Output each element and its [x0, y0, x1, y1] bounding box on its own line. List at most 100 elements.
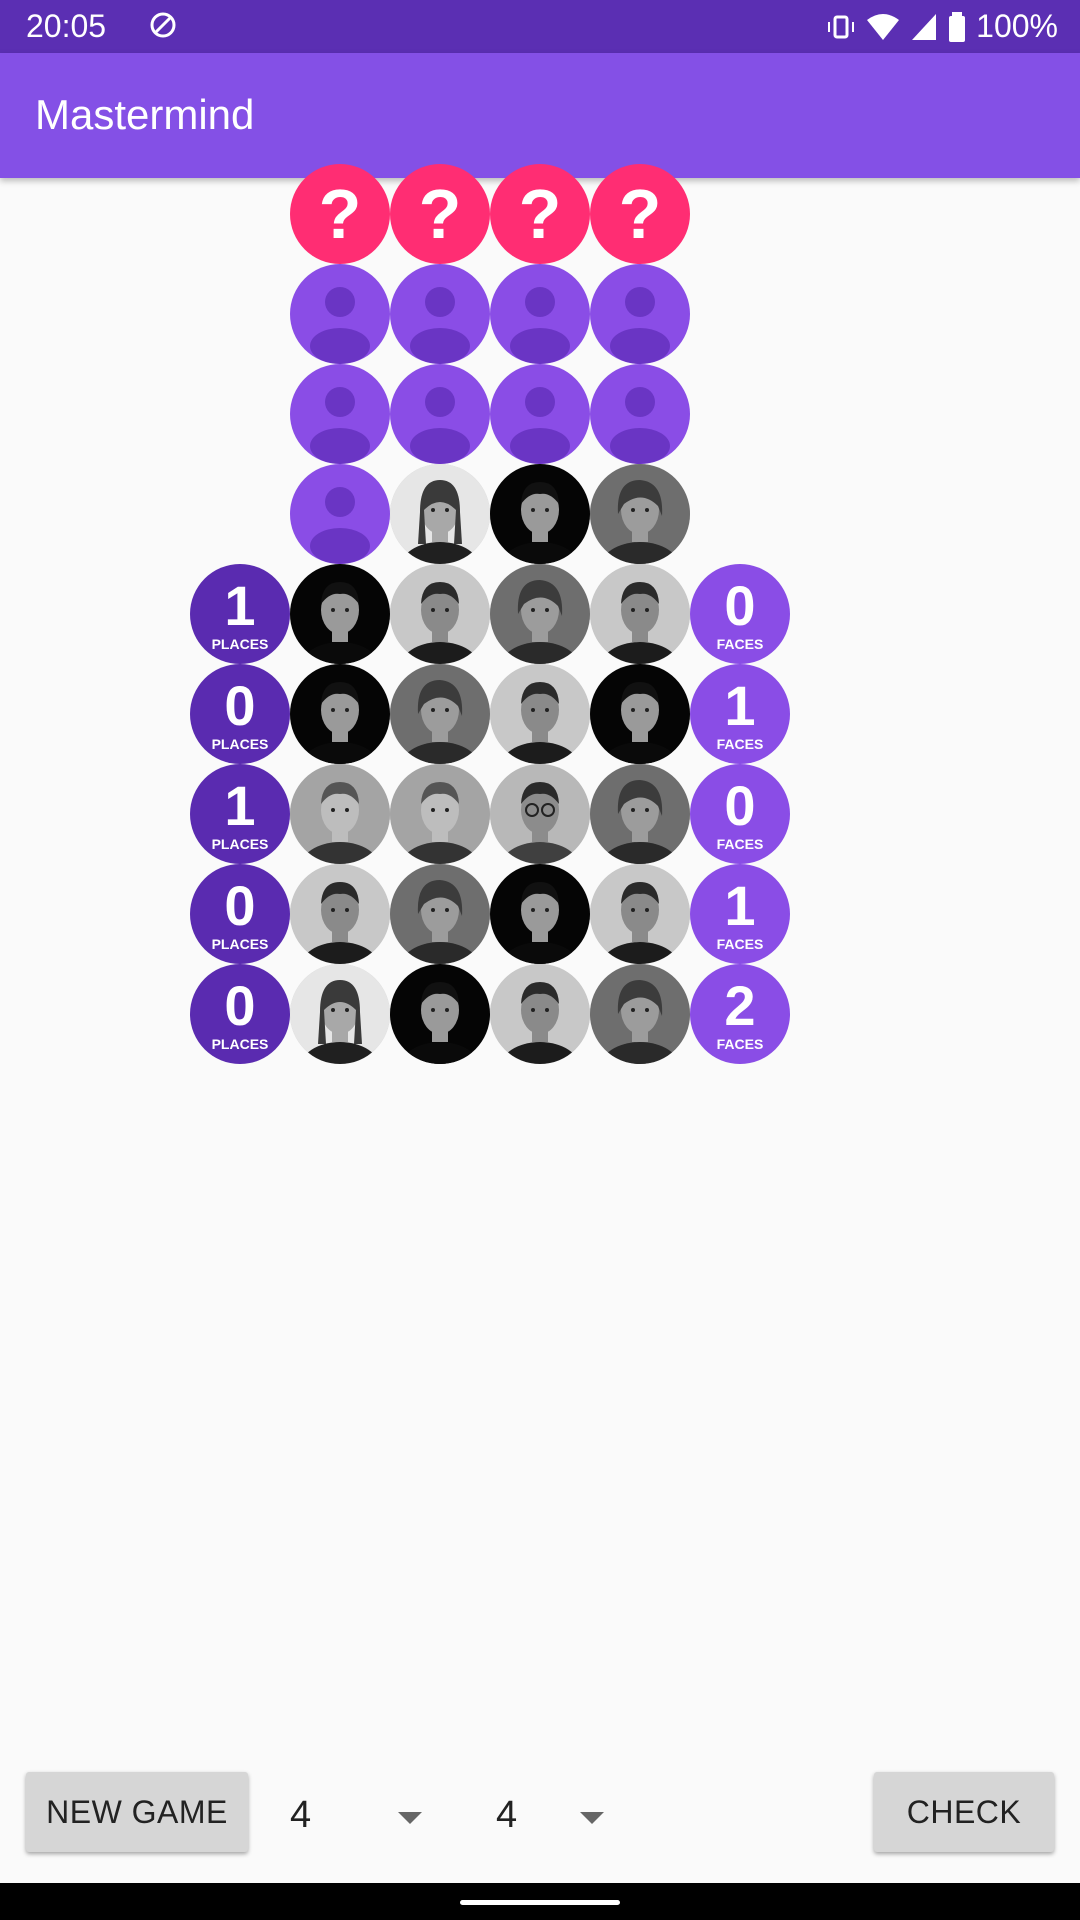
face-peg[interactable]: [590, 664, 690, 764]
question-mark-icon: ?: [618, 175, 662, 253]
dropdown-arrow-icon: [580, 1812, 604, 1824]
status-time: 20:05: [26, 8, 107, 44]
places-badge: 1 PLACES: [190, 564, 290, 664]
face-man-suit-icon: [290, 764, 390, 864]
places-badge: 1 PLACES: [190, 764, 290, 864]
face-peg[interactable]: [290, 664, 390, 764]
places-count: 0: [224, 974, 256, 1037]
face-peg[interactable]: [290, 764, 390, 864]
empty-peg[interactable]: [490, 364, 590, 464]
faces-badge: 1 FACES: [690, 664, 790, 764]
question-mark-icon: ?: [418, 175, 462, 253]
secret-peg: ?: [590, 164, 690, 264]
places-badge: 0 PLACES: [190, 964, 290, 1064]
new-game-button[interactable]: NEW GAME: [26, 1772, 248, 1852]
faces-badge: 0 FACES: [690, 764, 790, 864]
empty-peg[interactable]: [290, 364, 390, 464]
face-peg[interactable]: [590, 464, 690, 564]
face-peg[interactable]: [490, 564, 590, 664]
colors-spinner[interactable]: 4: [476, 1770, 646, 1860]
faces-count: 1: [724, 874, 756, 937]
faces-count: 0: [724, 774, 756, 837]
colors-spinner-value: 4: [496, 1794, 518, 1836]
empty-peg[interactable]: [490, 264, 590, 364]
places-label: PLACES: [211, 1036, 269, 1052]
faces-badge: 0 FACES: [690, 564, 790, 664]
empty-peg[interactable]: [290, 264, 390, 364]
places-label: PLACES: [211, 936, 269, 952]
face-man-dark-icon: [590, 664, 690, 764]
face-peg[interactable]: [290, 864, 390, 964]
person-icon: [410, 387, 470, 464]
face-man-dark-icon: [290, 664, 390, 764]
face-man-short-icon: [490, 664, 590, 764]
pegs-spinner-value: 4: [290, 1794, 312, 1836]
bottom-controls: NEW GAME 4 4 CHECK: [0, 1760, 1080, 1880]
faces-label: FACES: [716, 936, 764, 952]
face-peg[interactable]: [490, 464, 590, 564]
faces-badge: 1 FACES: [690, 864, 790, 964]
face-woman-icon: [390, 464, 490, 564]
face-peg[interactable]: [390, 964, 490, 1064]
face-man-dark-icon: [490, 864, 590, 964]
person-icon: [610, 287, 670, 364]
navigation-bar: [0, 1883, 1080, 1920]
face-peg[interactable]: [590, 964, 690, 1064]
face-peg[interactable]: [490, 664, 590, 764]
face-man-long-hair-icon: [490, 564, 590, 664]
face-peg[interactable]: [590, 764, 690, 864]
face-peg[interactable]: [390, 564, 490, 664]
dropdown-arrow-icon: [398, 1812, 422, 1824]
face-peg[interactable]: [390, 764, 490, 864]
face-man-long-hair-icon: [590, 464, 690, 564]
face-peg[interactable]: [490, 964, 590, 1064]
app-bar: Mastermind: [0, 53, 1080, 178]
face-peg[interactable]: [390, 864, 490, 964]
empty-peg[interactable]: [590, 364, 690, 464]
battery-percent: 100%: [976, 8, 1058, 44]
home-handle[interactable]: [460, 1900, 620, 1905]
check-button[interactable]: CHECK: [874, 1772, 1054, 1852]
face-man-short-icon: [290, 864, 390, 964]
places-label: PLACES: [211, 836, 269, 852]
face-man-suit-icon: [390, 764, 490, 864]
places-count: 0: [224, 874, 256, 937]
face-peg[interactable]: [590, 564, 690, 664]
face-peg[interactable]: [390, 664, 490, 764]
face-man-short-icon: [590, 564, 690, 664]
face-man-long-hair-icon: [590, 764, 690, 864]
person-icon: [410, 287, 470, 364]
pegs-spinner[interactable]: 4: [270, 1770, 440, 1860]
face-man-short-icon: [390, 564, 490, 664]
wifi-icon: [867, 13, 900, 40]
question-mark-icon: ?: [318, 175, 362, 253]
faces-label: FACES: [716, 1036, 764, 1052]
person-icon: [310, 287, 370, 364]
places-count: 1: [224, 774, 256, 837]
face-peg[interactable]: [290, 564, 390, 664]
person-icon: [510, 387, 570, 464]
empty-peg[interactable]: [590, 264, 690, 364]
face-man-long-hair-icon: [390, 864, 490, 964]
faces-count: 1: [724, 674, 756, 737]
secret-peg: ?: [290, 164, 390, 264]
face-man-long-hair-icon: [590, 964, 690, 1064]
face-peg[interactable]: [290, 964, 390, 1064]
game-board: ???? 1 PLACES 0 FACES 0 PLACES 1 FACES 1 PLACES 0 FA…: [190, 164, 790, 1064]
empty-peg[interactable]: [290, 464, 390, 564]
question-mark-icon: ?: [518, 175, 562, 253]
signal-icon: [912, 13, 937, 40]
secret-peg: ?: [390, 164, 490, 264]
person-icon: [310, 487, 370, 564]
face-peg[interactable]: [490, 864, 590, 964]
sync-off-icon: [150, 12, 176, 38]
secret-peg: ?: [490, 164, 590, 264]
empty-peg[interactable]: [390, 264, 490, 364]
face-man-dark-icon: [290, 564, 390, 664]
faces-count: 0: [724, 574, 756, 637]
face-peg[interactable]: [390, 464, 490, 564]
face-peg[interactable]: [590, 864, 690, 964]
status-bar: 20:05 100%: [0, 0, 1080, 53]
empty-peg[interactable]: [390, 364, 490, 464]
face-peg[interactable]: [490, 764, 590, 864]
